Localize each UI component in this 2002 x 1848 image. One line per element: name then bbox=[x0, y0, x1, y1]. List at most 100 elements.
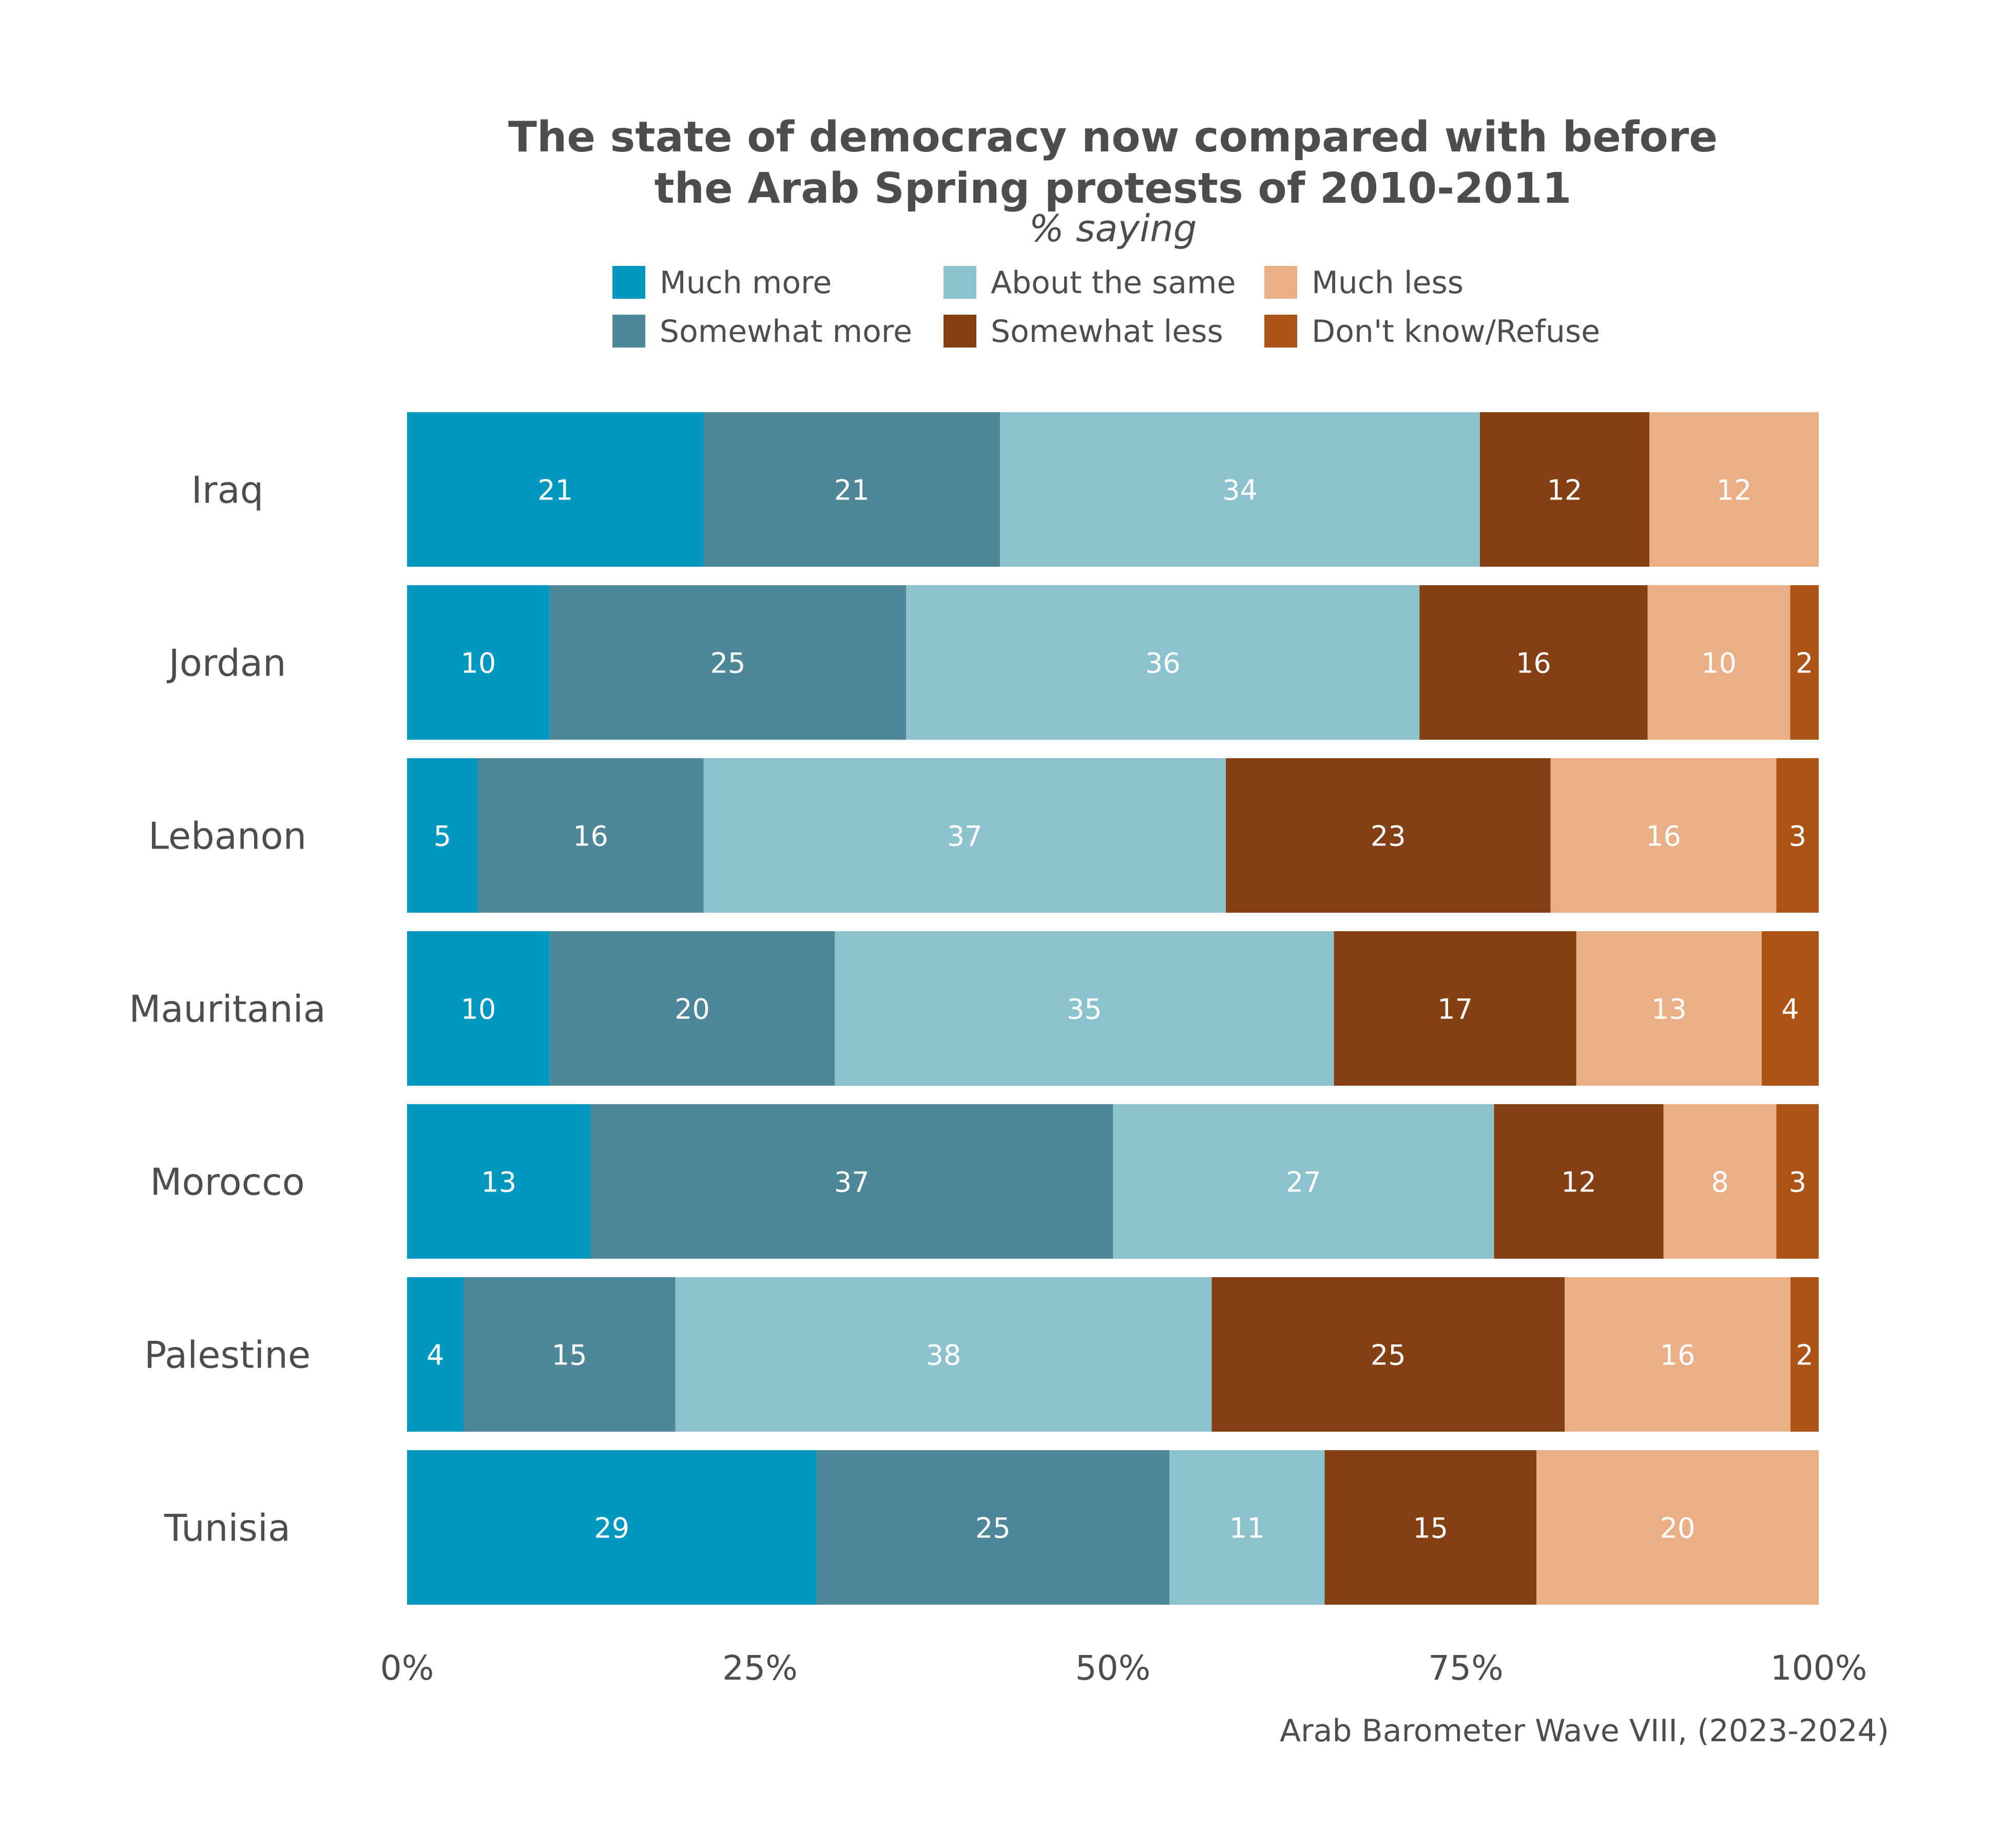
data-label-mauritania-don-t-know-refuse: 4 bbox=[1781, 993, 1799, 1026]
legend-swatch-much-more bbox=[612, 266, 645, 299]
data-label-jordan-don-t-know-refuse: 2 bbox=[1796, 647, 1813, 680]
x-tick-label-0: 0% bbox=[380, 1648, 434, 1688]
bar-segment-morocco-much-less bbox=[1663, 1104, 1777, 1259]
data-label-iraq-much-more: 21 bbox=[537, 474, 573, 507]
data-label-lebanon-don-t-know-refuse: 3 bbox=[1789, 820, 1806, 853]
bar-segment-morocco-don-t-know-refuse bbox=[1776, 1104, 1819, 1259]
bar-segment-mauritania-somewhat-more bbox=[549, 931, 835, 1086]
data-label-mauritania-about-the-same: 35 bbox=[1067, 993, 1102, 1026]
bar-segment-mauritania-about-the-same bbox=[835, 931, 1334, 1086]
data-label-iraq-somewhat-less: 12 bbox=[1547, 474, 1583, 507]
data-label-tunisia-much-less: 20 bbox=[1660, 1512, 1696, 1545]
data-label-mauritania-somewhat-more: 20 bbox=[675, 993, 710, 1026]
bar-segment-iraq-somewhat-more bbox=[703, 412, 1000, 567]
x-tick-label-3: 75% bbox=[1428, 1648, 1504, 1688]
legend-label-much-more: Much more bbox=[660, 265, 832, 301]
bar-segment-lebanon-much-less bbox=[1550, 758, 1777, 913]
legend-label-somewhat-less: Somewhat less bbox=[991, 314, 1223, 350]
bar-segment-tunisia-about-the-same bbox=[1169, 1450, 1325, 1605]
bar-segment-jordan-don-t-know-refuse bbox=[1790, 585, 1819, 740]
bar-segment-lebanon-somewhat-less bbox=[1226, 758, 1551, 913]
category-label-palestine: Palestine bbox=[144, 1334, 311, 1377]
data-label-tunisia-about-the-same: 11 bbox=[1229, 1512, 1265, 1545]
legend-swatch-much-less bbox=[1264, 266, 1297, 299]
data-label-tunisia-much-more: 29 bbox=[594, 1512, 629, 1545]
legend-swatch-don-t-know-refuse bbox=[1264, 315, 1297, 348]
legend-label-somewhat-more: Somewhat more bbox=[660, 314, 912, 350]
bar-segment-jordan-much-less bbox=[1647, 585, 1791, 740]
bar-segment-tunisia-much-less bbox=[1536, 1450, 1819, 1605]
data-label-morocco-about-the-same: 27 bbox=[1286, 1166, 1321, 1199]
x-tick-label-1: 25% bbox=[722, 1648, 798, 1688]
legend-label-much-less: Much less bbox=[1312, 265, 1464, 301]
bar-segment-mauritania-much-less bbox=[1576, 931, 1762, 1086]
bar-segment-iraq-much-more bbox=[407, 412, 704, 567]
bar-segment-palestine-about-the-same bbox=[675, 1277, 1212, 1432]
data-label-palestine-don-t-know-refuse: 2 bbox=[1796, 1339, 1813, 1372]
category-label-lebanon: Lebanon bbox=[148, 815, 306, 858]
x-tick-label-2: 50% bbox=[1075, 1648, 1151, 1688]
category-label-jordan: Jordan bbox=[166, 642, 286, 685]
data-label-mauritania-much-less: 13 bbox=[1651, 993, 1687, 1026]
data-label-morocco-don-t-know-refuse: 3 bbox=[1789, 1166, 1806, 1199]
data-label-palestine-somewhat-more: 15 bbox=[552, 1339, 587, 1372]
bar-segment-lebanon-somewhat-more bbox=[477, 758, 704, 913]
chart-caption: Arab Barometer Wave VIII, (2023-2024) bbox=[1280, 1713, 1889, 1749]
data-label-iraq-much-less: 12 bbox=[1717, 474, 1752, 507]
bar-segment-palestine-somewhat-less bbox=[1211, 1277, 1565, 1432]
bar-segment-tunisia-somewhat-less bbox=[1324, 1450, 1536, 1605]
data-label-jordan-about-the-same: 36 bbox=[1145, 647, 1181, 680]
bar-segment-palestine-somewhat-more bbox=[464, 1277, 676, 1432]
bar-segment-lebanon-much-more bbox=[407, 758, 478, 913]
x-tick-label-4: 100% bbox=[1770, 1648, 1868, 1688]
data-label-iraq-about-the-same: 34 bbox=[1222, 474, 1258, 507]
bar-segment-palestine-much-less bbox=[1565, 1277, 1791, 1432]
bar-segment-palestine-much-more bbox=[407, 1277, 464, 1432]
category-label-tunisia: Tunisia bbox=[164, 1507, 291, 1550]
data-label-mauritania-much-more: 10 bbox=[461, 993, 496, 1026]
bar-segment-morocco-somewhat-less bbox=[1494, 1104, 1664, 1259]
data-label-tunisia-somewhat-more: 25 bbox=[975, 1512, 1011, 1545]
data-label-morocco-much-more: 13 bbox=[481, 1166, 516, 1199]
data-label-morocco-much-less: 8 bbox=[1711, 1166, 1728, 1199]
bar-segment-iraq-somewhat-less bbox=[1480, 412, 1649, 567]
x-axis: 0% 25% 50% 75% 100% bbox=[380, 1648, 1868, 1688]
data-label-lebanon-about-the-same: 37 bbox=[947, 820, 983, 853]
bar-segment-iraq-about-the-same bbox=[1000, 412, 1480, 567]
data-label-lebanon-much-less: 16 bbox=[1646, 820, 1681, 853]
bar-segment-morocco-much-more bbox=[407, 1104, 591, 1259]
bar-segment-lebanon-don-t-know-refuse bbox=[1776, 758, 1819, 913]
data-label-palestine-much-more: 4 bbox=[427, 1339, 444, 1372]
data-label-palestine-somewhat-less: 25 bbox=[1371, 1339, 1406, 1372]
bar-segment-palestine-don-t-know-refuse bbox=[1791, 1277, 1819, 1432]
category-label-morocco: Morocco bbox=[150, 1161, 304, 1204]
chart-subtitle: % saying bbox=[1029, 207, 1197, 250]
legend: Much more Somewhat more About the same Some… bbox=[612, 265, 1600, 350]
legend-label-don-t-know-refuse: Don't know/Refuse bbox=[1312, 314, 1600, 350]
bar-segment-jordan-about-the-same bbox=[906, 585, 1420, 740]
data-label-lebanon-somewhat-more: 16 bbox=[573, 820, 608, 853]
bar-segment-jordan-somewhat-less bbox=[1419, 585, 1648, 740]
data-label-iraq-somewhat-more: 21 bbox=[834, 474, 870, 507]
category-labels: Iraq Jordan Lebanon Mauritania Morocco Palest… bbox=[129, 469, 326, 1550]
bar-segment-jordan-much-more bbox=[407, 585, 550, 740]
data-label-tunisia-somewhat-less: 15 bbox=[1413, 1512, 1448, 1545]
category-label-iraq: Iraq bbox=[191, 469, 264, 512]
data-label-mauritania-somewhat-less: 17 bbox=[1437, 993, 1473, 1026]
bar-segment-mauritania-much-more bbox=[407, 931, 550, 1086]
data-label-morocco-somewhat-more: 37 bbox=[834, 1166, 870, 1199]
bar-segment-mauritania-somewhat-less bbox=[1334, 931, 1576, 1086]
bar-segment-lebanon-about-the-same bbox=[703, 758, 1226, 913]
bar-segment-jordan-somewhat-more bbox=[549, 585, 907, 740]
bar-segment-morocco-somewhat-more bbox=[590, 1104, 1113, 1259]
chart-title-line-1: The state of democracy now compared with… bbox=[508, 113, 1718, 162]
bar-segment-tunisia-much-more bbox=[407, 1450, 817, 1605]
category-label-mauritania: Mauritania bbox=[129, 988, 326, 1031]
data-label-lebanon-somewhat-less: 23 bbox=[1371, 820, 1406, 853]
data-label-morocco-somewhat-less: 12 bbox=[1561, 1166, 1596, 1199]
legend-label-about-the-same: About the same bbox=[991, 265, 1236, 301]
data-label-jordan-much-less: 10 bbox=[1701, 647, 1737, 680]
bar-segment-mauritania-don-t-know-refuse bbox=[1761, 931, 1819, 1086]
data-label-lebanon-much-more: 5 bbox=[434, 820, 451, 853]
